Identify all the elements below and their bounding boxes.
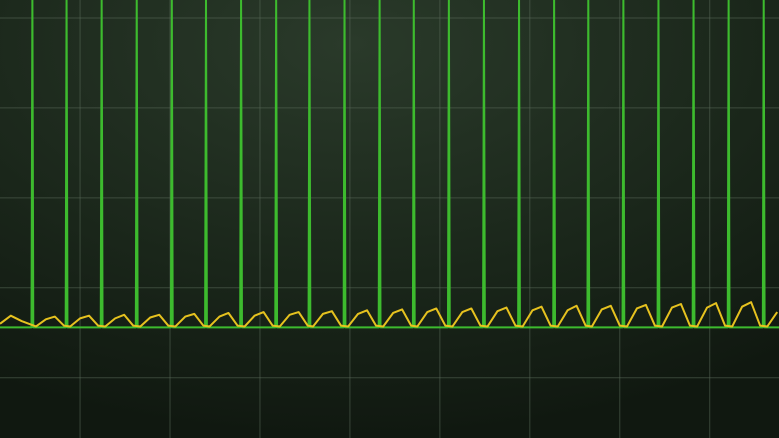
trace [0, 301, 779, 328]
traces [0, 0, 779, 329]
trace [0, 0, 779, 329]
